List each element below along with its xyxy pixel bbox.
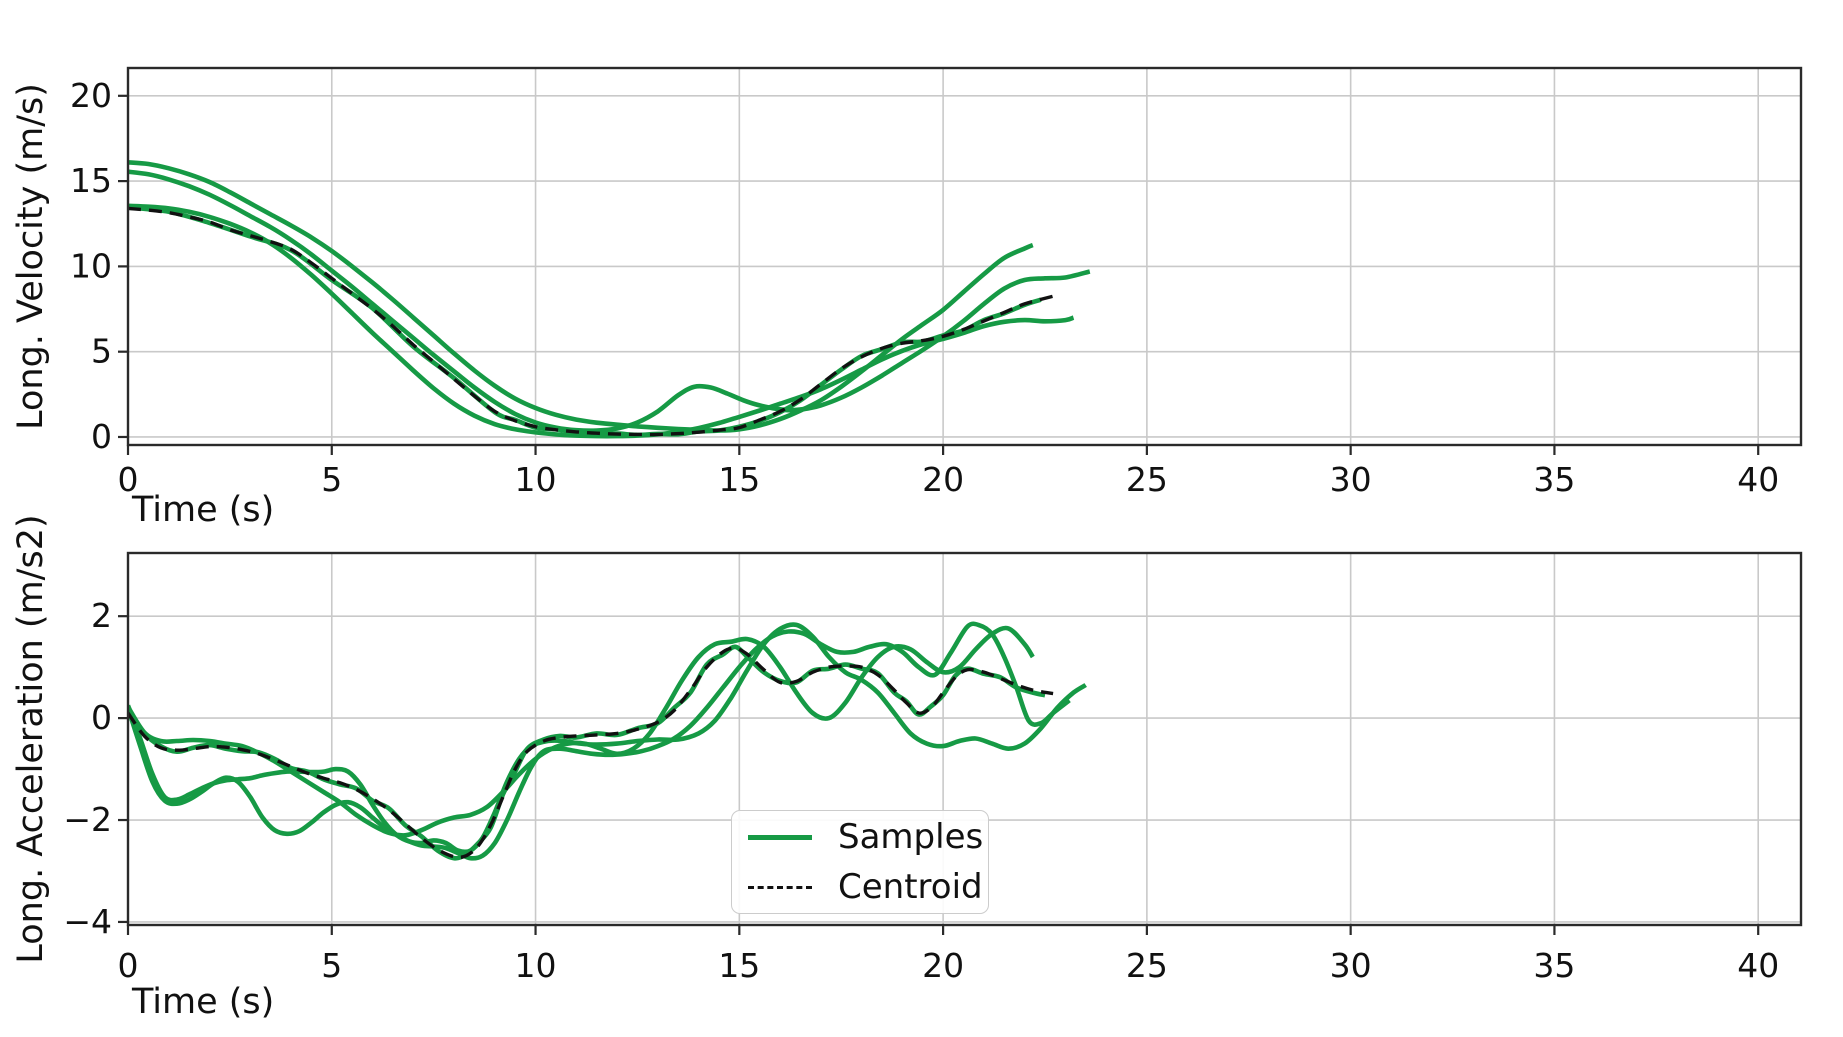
axes-spines [126,66,1803,447]
sample-line [128,621,1071,861]
legend-label-samples: Samples [838,817,984,857]
sample-line [128,205,1042,438]
legend-item-samples: Samples [748,816,983,858]
x-tick-label: 25 [1126,460,1168,499]
legend-item-centroid: Centroid [748,866,983,908]
velocity-plot: 0 5 10 15 20 25 30 35 40 0 5 10 15 20 Time (s) Long. Ve… [11,66,1803,530]
x-axis-label: Time (s) [131,982,274,1022]
x-tick-label: 35 [1533,946,1575,985]
x-tick-label: 10 [515,460,557,499]
y-tick-label: 10 [70,246,112,285]
sample-line [128,169,1091,433]
y-tick-label: 15 [70,161,112,200]
x-tick-label: 0 [118,946,139,985]
x-tick-label: 25 [1126,946,1168,985]
acceleration-plot: 0 5 10 15 20 25 30 35 40 −4 −2 0 2 Time (s) Long. Acce… [11,514,1803,1022]
x-tick-label: 15 [718,460,760,499]
y-tick-label: 20 [70,76,112,115]
sample-line [128,625,1035,838]
x-tick-label: 5 [321,946,342,985]
x-tick-label: 10 [515,946,557,985]
sample-line [128,160,1034,433]
y-tick-label: −2 [63,800,112,839]
legend-label-centroid: Centroid [838,867,983,907]
x-tick-label: 30 [1330,460,1372,499]
y-axis-label: Long. Velocity (m/s) [11,83,51,430]
axes-spines [126,551,1803,927]
x-tick-label: 5 [321,460,342,499]
x-tick-label: 35 [1533,460,1575,499]
legend: Samples Centroid [731,810,989,914]
y-axis-label: Long. Acceleration (m/s2) [11,514,51,963]
centroid-line [128,646,1054,860]
centroid-line [128,206,1054,437]
samples-line-swatch [748,834,812,840]
y-tick-label: 0 [91,417,112,456]
x-tick-label: 20 [922,946,964,985]
x-tick-label: 40 [1737,460,1779,499]
velocity-plot-lines [128,160,1091,439]
x-tick-label: 0 [118,460,139,499]
acceleration-plot-lines [128,621,1087,861]
y-tick-label: −4 [63,902,112,941]
x-tick-label: 30 [1330,946,1372,985]
x-axis-label: Time (s) [131,490,274,530]
x-tick-label: 20 [922,460,964,499]
centroid-line-swatch [748,885,812,889]
sample-line [128,203,1075,439]
x-tick-label: 40 [1737,946,1779,985]
y-tick-label: 2 [91,596,112,635]
x-tick-label: 15 [718,946,760,985]
y-tick-label: 0 [91,698,112,737]
y-tick-label: 5 [91,332,112,371]
